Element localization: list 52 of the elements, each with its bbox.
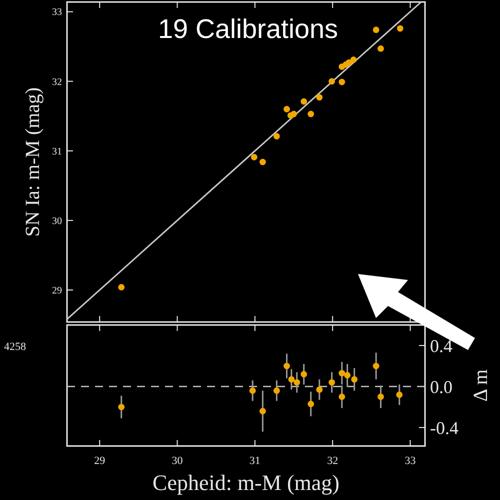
point (259, 158, 266, 166)
point (249, 387, 256, 394)
point (300, 371, 308, 378)
point (338, 370, 346, 376)
chart-title: 19 Calibrations (158, 14, 338, 44)
y-tick-label: 32 (52, 76, 62, 88)
point (118, 284, 125, 290)
point (316, 94, 323, 101)
point (288, 376, 295, 383)
point (300, 98, 308, 105)
y-axis-title: SN Ia: m-M (mag) (22, 87, 44, 237)
point (290, 110, 297, 118)
point (346, 59, 352, 66)
y-tick-label: 31 (52, 146, 62, 158)
point (328, 78, 336, 85)
y-axis-title: Δ m (470, 368, 492, 402)
point (372, 26, 380, 34)
point (308, 400, 314, 408)
text: 4258 (4, 341, 26, 353)
point (338, 394, 346, 400)
point (350, 56, 357, 63)
point (284, 362, 290, 370)
point (308, 110, 314, 118)
y-tick-label: 0.4 (430, 336, 452, 356)
x-tick-label: 32 (327, 455, 338, 467)
point (378, 394, 384, 400)
point (396, 25, 404, 32)
point (284, 106, 290, 112)
point (250, 154, 258, 160)
point (344, 372, 351, 378)
point (294, 379, 300, 386)
point (273, 387, 280, 394)
x-tick-label: 31 (249, 455, 260, 467)
y-tick-label: 29 (52, 286, 62, 296)
x-tick-label: 29 (94, 455, 106, 467)
point (396, 392, 403, 398)
x-tick-label: 30 (172, 455, 184, 467)
y-tick-label: 33 (52, 7, 62, 18)
point (378, 45, 384, 52)
point (118, 404, 125, 410)
point (328, 379, 336, 386)
point (259, 408, 266, 414)
point (351, 376, 358, 383)
point (316, 386, 323, 393)
point (273, 133, 280, 140)
y-tick-label: 30 (52, 216, 62, 227)
x-axis-title: Cepheid: m-M (mag) (152, 470, 340, 495)
point (372, 362, 380, 370)
y-tick-label: 0.0 (430, 376, 452, 397)
y-tick-label: -0.4 (430, 418, 458, 438)
x-tick-label: 33 (404, 455, 416, 467)
point (338, 78, 346, 86)
